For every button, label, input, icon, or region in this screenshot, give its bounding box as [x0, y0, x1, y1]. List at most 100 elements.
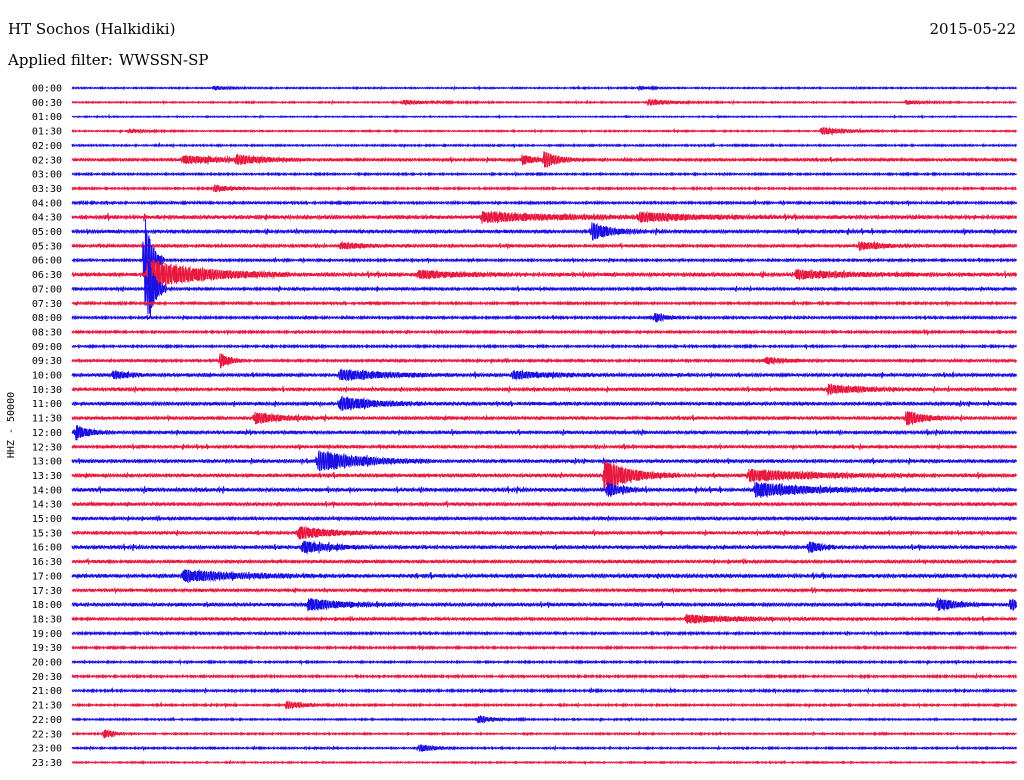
trace-row-1900: [71, 630, 1017, 637]
row-time-label: 03:30: [32, 184, 62, 195]
row-time-label: 18:00: [32, 600, 62, 611]
row-time-label: 05:00: [32, 227, 62, 238]
trace-row-0200: [71, 141, 1017, 149]
row-time-label: 01:00: [32, 112, 62, 123]
filter-value: WWSSN-SP: [118, 51, 209, 69]
row-time-label: 06:30: [32, 270, 62, 281]
row-time-label: 18:30: [32, 614, 62, 625]
seismogram-traces: [71, 84, 1017, 766]
trace-row-0530: [71, 240, 1017, 252]
row-time-label: 05:30: [32, 241, 62, 252]
row-time-label: 23:30: [32, 758, 62, 769]
row-time-label: 10:00: [32, 371, 62, 382]
row-time-label: 11:00: [32, 399, 62, 410]
row-time-label: 04:30: [32, 213, 62, 224]
trace-row-1400: [71, 481, 1017, 499]
trace-row-0230: [71, 151, 1017, 169]
row-time-label: 09:00: [32, 342, 62, 353]
trace-row-0600: [71, 219, 1017, 306]
trace-row-1100: [71, 395, 1017, 412]
trace-row-1430: [71, 500, 1017, 509]
trace-row-1600: [71, 540, 1017, 555]
row-time-label: 14:30: [32, 500, 62, 511]
row-time-label: 11:30: [32, 414, 62, 425]
row-time-label: 20:30: [32, 672, 62, 683]
row-time-label: 13:00: [32, 457, 62, 468]
row-time-label: 19:30: [32, 643, 62, 654]
row-time-label: 12:00: [32, 428, 62, 439]
trace-row-1130: [71, 411, 1017, 426]
row-time-label: 19:00: [32, 629, 62, 640]
trace-row-1300: [71, 450, 1017, 472]
row-time-label: 17:30: [32, 586, 62, 597]
trace-row-2100: [71, 686, 1017, 695]
trace-row-2330: [71, 759, 1017, 766]
trace-row-0400: [71, 198, 1017, 207]
trace-row-0630: [71, 258, 1017, 290]
trace-row-2030: [71, 672, 1017, 680]
trace-row-1030: [71, 383, 1017, 396]
trace-row-2000: [71, 658, 1017, 666]
trace-row-1700: [71, 568, 1017, 584]
trace-row-1500: [71, 514, 1017, 523]
trace-row-0730: [71, 299, 1017, 307]
trace-row-1830: [71, 613, 1017, 625]
trace-row-1330: [71, 461, 1017, 491]
trace-row-1800: [71, 597, 1017, 612]
trace-row-1730: [71, 586, 1017, 595]
trace-row-0030: [71, 97, 1017, 107]
row-time-label: 04:00: [32, 198, 62, 209]
row-labels: 00:00 00:30 01:00 01:30 02:00 02:30 03:00 03:30…: [32, 84, 62, 769]
trace-row-0130: [71, 126, 1017, 137]
row-time-label: 07:30: [32, 299, 62, 310]
trace-row-1530: [71, 525, 1017, 540]
row-time-label: 07:00: [32, 284, 62, 295]
trace-row-0000: [71, 84, 1017, 92]
row-time-label: 20:00: [32, 658, 62, 669]
trace-row-0330: [71, 184, 1017, 193]
y-axis-label: HHZ - 50000: [6, 392, 17, 458]
trace-row-2200: [71, 715, 1017, 724]
row-time-label: 16:00: [32, 543, 62, 554]
trace-row-1630: [71, 557, 1017, 565]
trace-row-0830: [71, 328, 1017, 336]
row-time-label: 16:30: [32, 557, 62, 568]
filter-line: Applied filter: WWSSN-SP: [8, 51, 209, 69]
trace-row-0700: [71, 257, 1017, 317]
trace-row-1200: [71, 425, 1017, 441]
row-time-label: 00:00: [32, 84, 62, 95]
row-time-label: 08:00: [32, 313, 62, 324]
row-time-label: 22:30: [32, 729, 62, 740]
trace-row-0300: [71, 170, 1017, 178]
row-time-label: 10:30: [32, 385, 62, 396]
row-time-label: 06:00: [32, 256, 62, 267]
row-time-label: 02:00: [32, 141, 62, 152]
row-time-label: 02:30: [32, 155, 62, 166]
row-time-label: 15:30: [32, 528, 62, 539]
row-time-label: 17:00: [32, 571, 62, 582]
trace-row-1230: [71, 442, 1017, 452]
date-label: 2015-05-22: [929, 20, 1016, 38]
trace-row-0900: [71, 343, 1017, 351]
row-time-label: 03:00: [32, 170, 62, 181]
trace-row-1000: [71, 367, 1017, 382]
trace-row-0930: [71, 353, 1017, 369]
station-title: HT Sochos (Halkidiki): [8, 20, 176, 38]
row-time-label: 21:30: [32, 701, 62, 712]
row-time-label: 00:30: [32, 98, 62, 109]
trace-row-1930: [71, 644, 1017, 652]
row-time-label: 21:00: [32, 686, 62, 697]
row-time-label: 01:30: [32, 127, 62, 138]
trace-row-2130: [71, 699, 1017, 710]
row-time-label: 15:00: [32, 514, 62, 525]
trace-row-0800: [71, 312, 1017, 323]
row-time-label: 23:00: [32, 744, 62, 755]
row-time-label: 08:30: [32, 327, 62, 338]
row-time-label: 13:30: [32, 471, 62, 482]
row-time-label: 12:30: [32, 442, 62, 453]
row-time-label: 14:00: [32, 485, 62, 496]
trace-row-2300: [71, 744, 1017, 752]
row-time-label: 22:00: [32, 715, 62, 726]
trace-row-0500: [71, 222, 1017, 241]
